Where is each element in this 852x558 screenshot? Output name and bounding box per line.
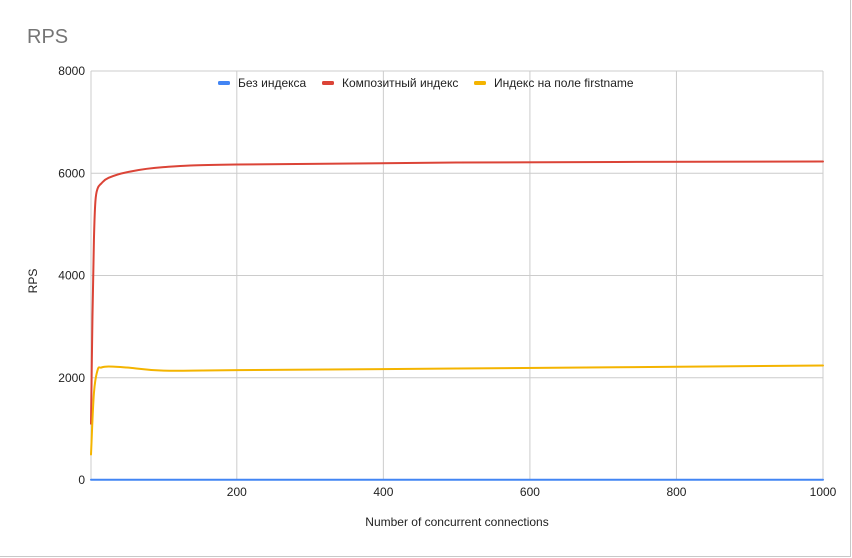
- series-line-2: [90, 160, 824, 425]
- legend-swatch-1: [218, 81, 230, 85]
- y-tick-label: 6000: [58, 166, 85, 180]
- x-tick-label: 400: [373, 485, 393, 499]
- x-axis-title: Number of concurrent connections: [365, 515, 548, 529]
- legend-label-1: Без индекса: [238, 76, 307, 90]
- chart-title: RPS: [27, 26, 68, 48]
- tick-labels: 0 2000 4000 6000 8000 200 400 600 800 1000: [58, 64, 836, 499]
- x-tick-label: 200: [227, 485, 247, 499]
- series-line-3: [90, 364, 824, 456]
- legend-swatch-3: [474, 81, 486, 85]
- y-tick-label: 4000: [58, 269, 85, 283]
- y-tick-label: 0: [78, 473, 85, 487]
- y-axis-title: RPS: [26, 269, 40, 294]
- x-tick-label: 600: [520, 485, 540, 499]
- legend-label-2: Композитный индекс: [342, 76, 458, 90]
- y-tick-label: 8000: [58, 64, 85, 78]
- legend-label-3: Индекс на поле firstname: [494, 76, 634, 90]
- legend: Без индекса Композитный индекс Индекс на п…: [218, 76, 634, 90]
- y-tick-label: 2000: [58, 371, 85, 385]
- x-tick-label: 800: [666, 485, 686, 499]
- legend-swatch-2: [322, 81, 334, 85]
- series-lines: [90, 160, 824, 481]
- grid: [90, 70, 824, 481]
- x-tick-label: 1000: [810, 485, 837, 499]
